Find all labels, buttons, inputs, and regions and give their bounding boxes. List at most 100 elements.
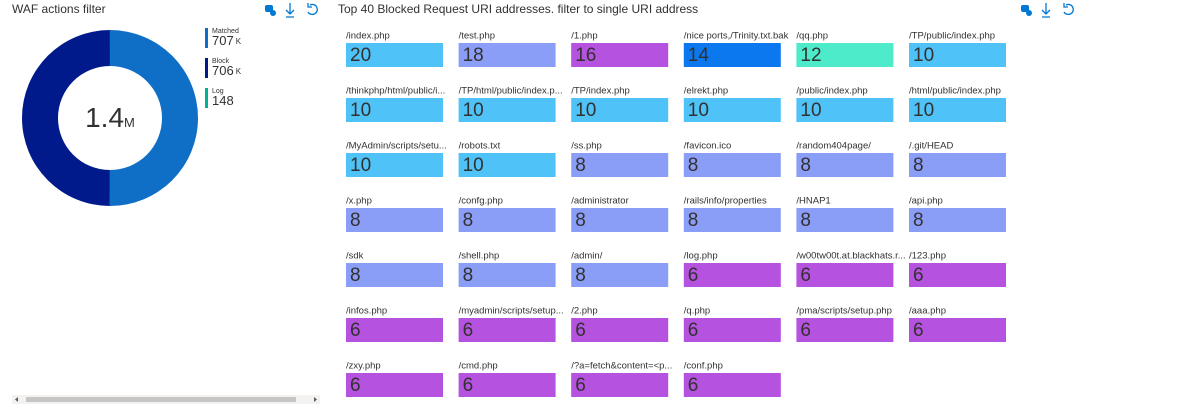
tile-value: 10: [463, 155, 484, 176]
tile-value: 8: [800, 210, 811, 231]
scrollbar[interactable]: [12, 395, 320, 404]
tile-value: 18: [463, 45, 484, 66]
tile-label: /index.php: [346, 31, 390, 42]
tile-value: 10: [913, 45, 934, 66]
pin-icon[interactable]: [1021, 5, 1032, 16]
tile-label: /ss.php: [571, 141, 602, 152]
download-icon[interactable]: [1042, 3, 1050, 17]
tile-value: 8: [688, 210, 699, 231]
tile-label: /elrekt.php: [684, 86, 728, 97]
refresh-icon[interactable]: [308, 3, 317, 14]
uri-tile[interactable]: /thinkphp/html/public/i...10: [346, 86, 445, 122]
uri-tile[interactable]: /elrekt.php 10: [684, 86, 781, 122]
tile-label: /?a=fetch&content=<p...: [571, 361, 672, 372]
uri-tile[interactable]: /w00tw00t.at.blackhats.r...6: [796, 251, 905, 287]
pin-icon[interactable]: [265, 5, 276, 16]
tile-label: /confg.php: [459, 196, 503, 207]
tile-label: /qq.php: [796, 31, 828, 42]
tile-value: 8: [463, 210, 474, 231]
uri-tile[interactable]: /?a=fetch&content=<p... 6: [571, 361, 672, 397]
uri-tile[interactable]: /shell.php 8: [459, 251, 556, 287]
tile-label: /api.php: [909, 196, 943, 207]
tile-value: 8: [350, 265, 361, 286]
tile-label: /1.php: [571, 31, 597, 42]
legend-value-number: 148: [212, 93, 234, 108]
uri-tile[interactable]: /TP/html/public/index.p...10: [459, 86, 563, 122]
uri-tile[interactable]: /myadmin/scripts/setup... 6: [459, 306, 564, 342]
tile-label: /aaa.php: [909, 306, 946, 317]
legend-value-unit: K: [236, 67, 242, 76]
tile-label: /log.php: [684, 251, 718, 262]
uri-tile[interactable]: /MyAdmin/scripts/setu...10: [346, 141, 447, 177]
tile-value: 6: [463, 375, 474, 396]
uri-tile[interactable]: /aaa.php 6: [909, 306, 1006, 342]
legend-value: 148: [212, 93, 234, 108]
tile-value: 8: [913, 155, 924, 176]
uri-tile[interactable]: /conf.php 6: [684, 361, 781, 397]
tile-label: /123.php: [909, 251, 946, 262]
uri-tile[interactable]: /random404page/8: [796, 141, 893, 177]
legend-value-number: 706: [212, 63, 234, 78]
panel-title: Top 40 Blocked Request URI addresses. fi…: [338, 2, 698, 16]
tile-value: 6: [575, 375, 586, 396]
uri-tile[interactable]: /admin/8: [571, 251, 668, 287]
tile-label: /w00tw00t.at.blackhats.r...: [796, 251, 905, 262]
tile-label: /nice ports,/Trinity.txt.bak: [684, 31, 789, 42]
tile-value: 8: [463, 265, 474, 286]
tile-value: 6: [463, 320, 474, 341]
tile-value: 10: [688, 100, 709, 121]
uri-tile[interactable]: /confg.php 8: [459, 196, 556, 232]
tile-label: /myadmin/scripts/setup...: [459, 306, 564, 317]
tile-label: /sdk: [346, 251, 364, 262]
tile-value: 12: [800, 45, 821, 66]
uri-tile[interactable]: /qq.php 12: [796, 31, 893, 67]
tile-value: 6: [688, 375, 699, 396]
tile-value: 8: [800, 155, 811, 176]
donut-center-label: 1.4M: [85, 102, 135, 133]
tile-label: /zxy.php: [346, 361, 381, 372]
uri-tile[interactable]: /sdk 8: [346, 251, 443, 287]
legend-value-number: 707: [212, 33, 234, 48]
tile-label: /shell.php: [459, 251, 500, 262]
tile-label: /pma/scripts/setup.php: [796, 306, 892, 317]
download-icon[interactable]: [286, 3, 294, 17]
tile-label: /x.php: [346, 196, 372, 207]
legend-swatch: [205, 28, 208, 48]
tile-value: 10: [350, 155, 371, 176]
tile-label: /TP/index.php: [571, 86, 630, 97]
tile-value: 8: [575, 210, 586, 231]
tile-value: 6: [913, 320, 924, 341]
tile-label: /conf.php: [684, 361, 723, 372]
tile-value: 8: [575, 265, 586, 286]
refresh-icon[interactable]: [1064, 3, 1073, 14]
panel-title: WAF actions filter: [12, 2, 106, 16]
tile-label: /admin/: [571, 251, 603, 262]
tile-label: /html/public/index.php: [909, 86, 1001, 97]
